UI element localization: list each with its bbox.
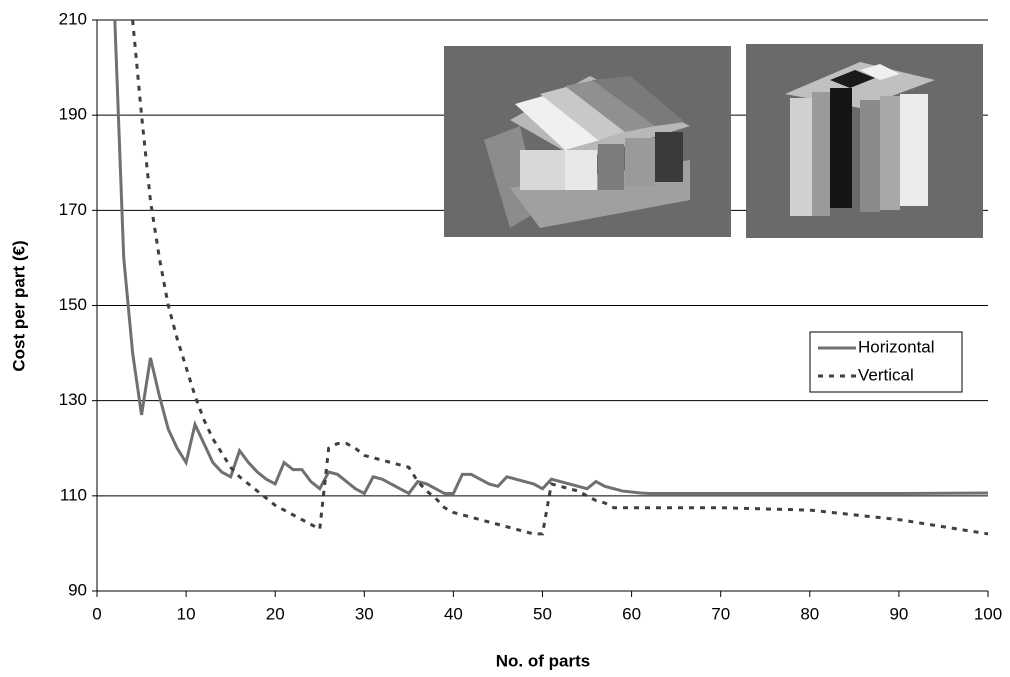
y-tick-label: 90 [68, 580, 87, 599]
y-tick-label: 110 [60, 485, 87, 504]
x-tick-label: 30 [355, 604, 374, 623]
x-tick-label: 100 [974, 604, 1002, 623]
x-tick-label: 70 [711, 604, 730, 623]
y-tick-label: 190 [59, 105, 87, 124]
y-axis-title: Cost per part (€) [9, 240, 28, 371]
x-axis-title: No. of parts [496, 651, 590, 670]
series-line [131, 20, 989, 536]
series-line [113, 20, 989, 496]
y-tick-label: 170 [59, 200, 87, 219]
x-tick-label: 80 [800, 604, 819, 623]
y-tick-label: 130 [59, 390, 87, 409]
axes: 90 110 130 150 170 190 210 0 10 20 30 40 50 60 70 80 90 1… [59, 9, 1003, 623]
x-tick-label: 40 [444, 604, 463, 623]
x-tick-label: 20 [266, 604, 285, 623]
legend: Horizontal Vertical [809, 331, 963, 393]
legend-box [809, 331, 963, 393]
legend-label: Vertical [858, 365, 914, 384]
y-tick-label: 150 [59, 295, 87, 314]
x-tick-label: 60 [622, 604, 641, 623]
x-tick-label: 50 [533, 604, 552, 623]
legend-label: Horizontal [858, 337, 935, 356]
y-tick-label: 210 [59, 9, 87, 28]
lines [113, 20, 989, 536]
x-tick-label: 0 [92, 604, 101, 623]
inset-horizontal [444, 46, 731, 237]
x-tick-label: 90 [889, 604, 908, 623]
inset-vertical [746, 44, 983, 238]
x-tick-label: 10 [177, 604, 196, 623]
